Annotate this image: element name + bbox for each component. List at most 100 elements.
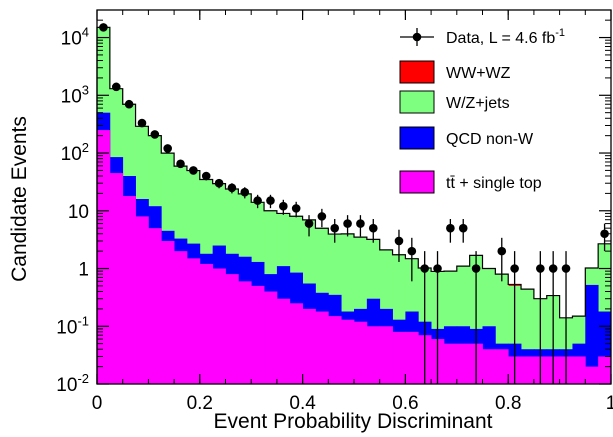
data-point [497, 246, 507, 256]
data-point [561, 264, 571, 273]
data-point [510, 264, 519, 273]
bar-tt-single-top [186, 258, 201, 384]
bar-tt-single-top [97, 130, 111, 384]
data-point [458, 223, 468, 233]
bar-tt-single-top [341, 319, 355, 384]
legend: Data, L = 4.6 fb-1 WW+WZ W/Z+jets QCD non-W… [399, 27, 565, 194]
x-tick-label: 0.8 [495, 393, 521, 414]
bar-tt-single-top [264, 291, 278, 384]
legend-swatch [399, 170, 435, 194]
data-point [317, 212, 327, 221]
legend-label: Data, L = 4.6 fb-1 [446, 27, 565, 47]
axis-ticks: 0 0.2 0.4 0.6 0.8 1 10-2 10-1 1 10 102 103 104 [56, 9, 613, 414]
data-point [343, 219, 352, 228]
stacked-bars [96, 26, 612, 385]
legend-swatch [399, 90, 435, 114]
y-tick-label: 10-1 [56, 313, 89, 338]
x-tick-label: 1 [606, 393, 613, 414]
x-axis-label: Event Probability Discriminant [214, 410, 493, 433]
data-points [99, 23, 609, 384]
bar-tt-single-top [405, 331, 419, 384]
bar-tt-single-top [302, 308, 316, 384]
data-point [304, 219, 314, 228]
data-point [394, 236, 404, 246]
data-point [111, 82, 121, 92]
data-point [420, 264, 429, 273]
bar-tt-single-top [443, 343, 458, 384]
data-point [124, 99, 134, 109]
data-point [201, 171, 211, 181]
y-axis-label: Candidate Events [8, 116, 31, 282]
legend-label: WW+WZ [446, 65, 511, 82]
bar-tt-single-top [251, 285, 265, 384]
bar-tt-single-top [148, 228, 162, 384]
data-point [150, 130, 160, 139]
data-point [253, 196, 262, 205]
bar-tt-single-top [354, 321, 368, 384]
data-point [240, 187, 250, 197]
data-point [471, 264, 481, 273]
bar-tt-single-top [456, 343, 471, 384]
bar-tt-single-top [366, 326, 381, 384]
data-point [407, 246, 417, 256]
y-tick-label: 104 [61, 25, 89, 50]
bar-tt-single-top [572, 356, 586, 384]
data-point [536, 264, 545, 273]
legend-data-marker [412, 32, 422, 42]
data-point [356, 219, 365, 228]
bar-tt-single-top [521, 356, 535, 384]
bar-tt-single-top [135, 216, 149, 384]
data-point [266, 196, 275, 205]
data-point [279, 201, 288, 211]
x-tick-label: 0.4 [289, 393, 316, 414]
bar-tt-single-top [289, 303, 303, 384]
bar-tt-single-top [585, 366, 599, 384]
data-point [137, 118, 147, 128]
bar-tt-single-top [392, 331, 406, 384]
bar-tt-single-top [212, 268, 226, 384]
data-point [291, 204, 301, 213]
data-point [368, 223, 378, 233]
data-point [330, 223, 340, 233]
x-tick-label: 0.2 [187, 393, 213, 414]
data-point [99, 23, 108, 32]
data-point [189, 166, 198, 175]
bar-qcd-non-w [585, 284, 599, 384]
data-point [548, 264, 558, 273]
bar-tt-single-top [315, 311, 329, 384]
y-tick-label: 10-2 [56, 371, 89, 396]
legend-label: tt̄ + single top [446, 175, 542, 192]
data-point [446, 223, 455, 233]
bar-tt-single-top [161, 240, 175, 384]
x-tick-label: 0 [92, 393, 103, 414]
legend-label: QCD non-W [446, 131, 534, 148]
data-point [163, 144, 172, 153]
bar-tt-single-top [109, 173, 124, 384]
y-tick-label: 103 [61, 82, 89, 107]
legend-swatch [399, 60, 435, 84]
bar-tt-single-top [122, 196, 136, 384]
x-tick-label: 0.6 [392, 393, 418, 414]
data-point [433, 264, 442, 273]
bar-tt-single-top [276, 298, 291, 384]
data-point [214, 178, 224, 188]
bar-tt-single-top [495, 349, 509, 384]
legend-label: W/Z+jets [446, 95, 510, 112]
data-point [176, 159, 185, 169]
legend-swatch [399, 126, 435, 150]
data-point [600, 229, 609, 239]
bar-tt-single-top [199, 263, 214, 384]
bar-tt-single-top [328, 316, 342, 384]
data-point [227, 183, 237, 193]
bar-tt-single-top [379, 326, 393, 384]
bar-tt-single-top [482, 349, 496, 384]
bar-tt-single-top [238, 281, 252, 384]
bar-tt-single-top [225, 274, 239, 384]
y-tick-label: 102 [61, 140, 89, 165]
bar-tt-single-top [598, 356, 612, 384]
y-tick-label: 1 [78, 260, 89, 281]
bar-tt-single-top [174, 251, 188, 384]
y-tick-label: 10 [68, 202, 89, 223]
